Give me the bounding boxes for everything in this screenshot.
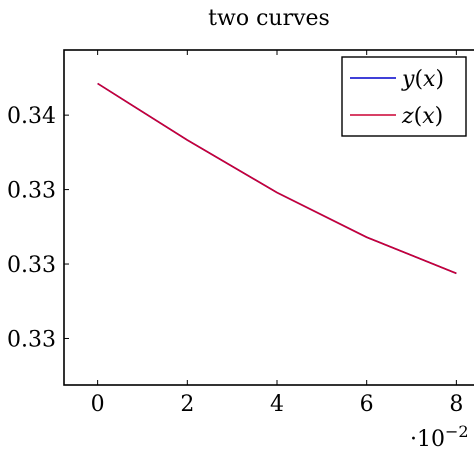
y-tick-label: 0.33: [7, 179, 56, 204]
x-tick-label: 8: [449, 392, 463, 417]
chart-title: two curves: [208, 6, 330, 31]
x-scale-label: ·10 −2: [410, 422, 469, 450]
y-tick-label: 0.34: [7, 104, 56, 129]
legend-label-y: y(x): [401, 67, 444, 92]
x-tick-label: 6: [360, 392, 374, 417]
legend: y(x) z(x): [341, 56, 467, 137]
x-tick-label: 4: [270, 392, 284, 417]
series-line-1: [97, 82, 457, 275]
legend-label-z: z(x): [401, 104, 443, 129]
y-tick-label: 0.33: [7, 327, 56, 352]
x-scale-exponent: −2: [445, 422, 469, 441]
y-tick-label: 0.33: [7, 253, 56, 278]
x-scale-base: ·10: [410, 427, 445, 450]
legend-box: [341, 56, 467, 137]
x-tick-label: 0: [91, 392, 105, 417]
x-tick-label: 2: [180, 392, 194, 417]
